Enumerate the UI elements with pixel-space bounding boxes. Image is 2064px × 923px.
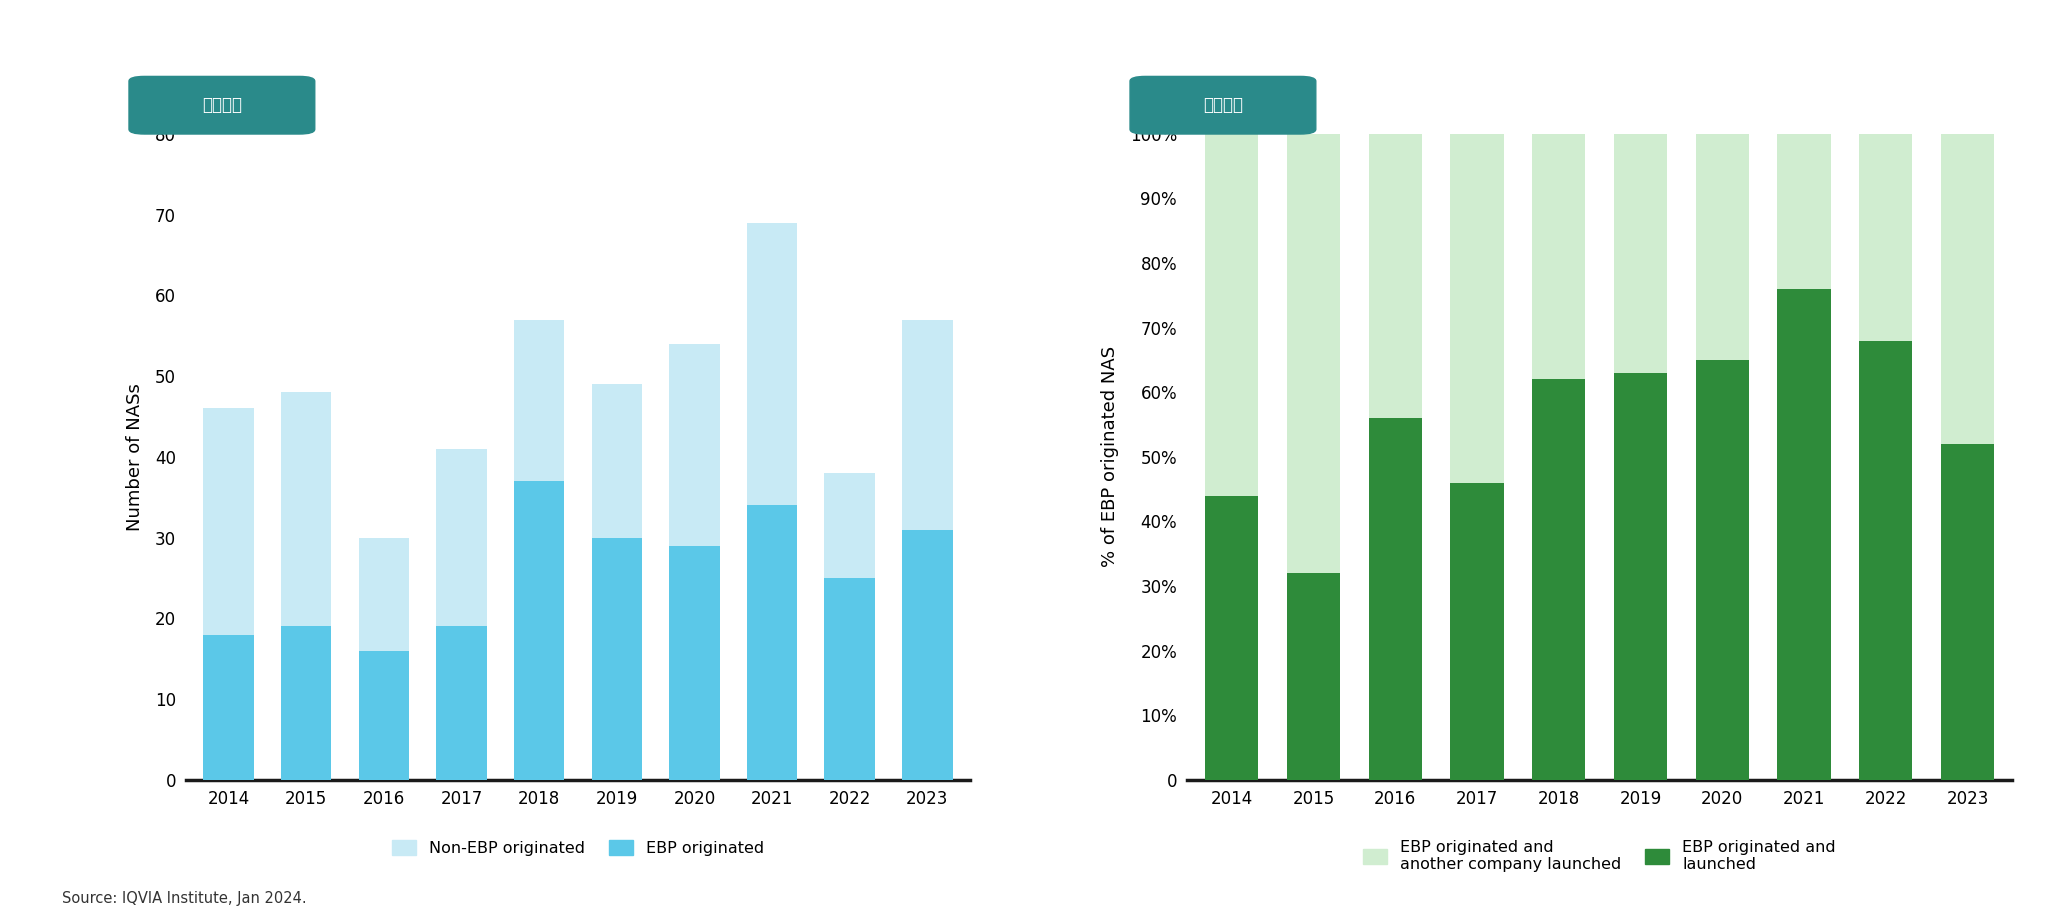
Bar [1697, 360, 1748, 780]
Bar [592, 384, 642, 780]
FancyBboxPatch shape [1131, 77, 1315, 134]
Bar [436, 449, 487, 780]
Y-axis label: Number of NASs: Number of NASs [126, 383, 144, 531]
Bar [1777, 134, 1831, 780]
Bar [669, 545, 720, 780]
Bar [514, 319, 563, 780]
Bar [747, 506, 797, 780]
Bar [902, 530, 954, 780]
Bar [1777, 289, 1831, 780]
Bar [1531, 379, 1585, 780]
Bar [359, 651, 409, 780]
Bar [1368, 134, 1422, 780]
Bar [281, 627, 332, 780]
Bar [202, 408, 254, 780]
Bar [1288, 134, 1340, 780]
Text: 最近10年間でのFDA承認新規医薬品に占める新興バイオ医薬品企業(EBP)の割合 ＆ EBPによる上市の比率: 最近10年間でのFDA承認新規医薬品に占める新興バイオ医薬品企業(EBP)の割合… [689, 23, 1375, 43]
Legend: EBP originated and
another company launched, EBP originated and
launched: EBP originated and another company launc… [1356, 833, 1843, 879]
Bar [1860, 341, 1911, 780]
Bar [1940, 134, 1994, 780]
Bar [1288, 573, 1340, 780]
Y-axis label: % of EBP originated NAS: % of EBP originated NAS [1100, 346, 1119, 568]
Bar [1205, 134, 1259, 780]
Bar [1451, 483, 1503, 780]
Bar [359, 537, 409, 780]
Bar [1860, 134, 1911, 780]
Bar [1614, 134, 1668, 780]
Bar [1368, 418, 1422, 780]
Text: グラフ４: グラフ４ [202, 96, 241, 114]
Bar [824, 578, 875, 780]
Bar [1531, 134, 1585, 780]
Text: Source: IQVIA Institute, Jan 2024.: Source: IQVIA Institute, Jan 2024. [62, 892, 308, 906]
Bar [1697, 134, 1748, 780]
Bar [1205, 496, 1259, 780]
Bar [592, 537, 642, 780]
Bar [1614, 373, 1668, 780]
Bar [902, 319, 954, 780]
Text: グラフ５: グラフ５ [1203, 96, 1243, 114]
Bar [824, 473, 875, 780]
Bar [436, 627, 487, 780]
Bar [1940, 444, 1994, 780]
FancyBboxPatch shape [128, 77, 314, 134]
Bar [281, 392, 332, 780]
Bar [202, 635, 254, 780]
Legend: Non-EBP originated, EBP originated: Non-EBP originated, EBP originated [386, 834, 770, 862]
Bar [514, 481, 563, 780]
Bar [669, 344, 720, 780]
Bar [1451, 134, 1503, 780]
Bar [747, 222, 797, 780]
